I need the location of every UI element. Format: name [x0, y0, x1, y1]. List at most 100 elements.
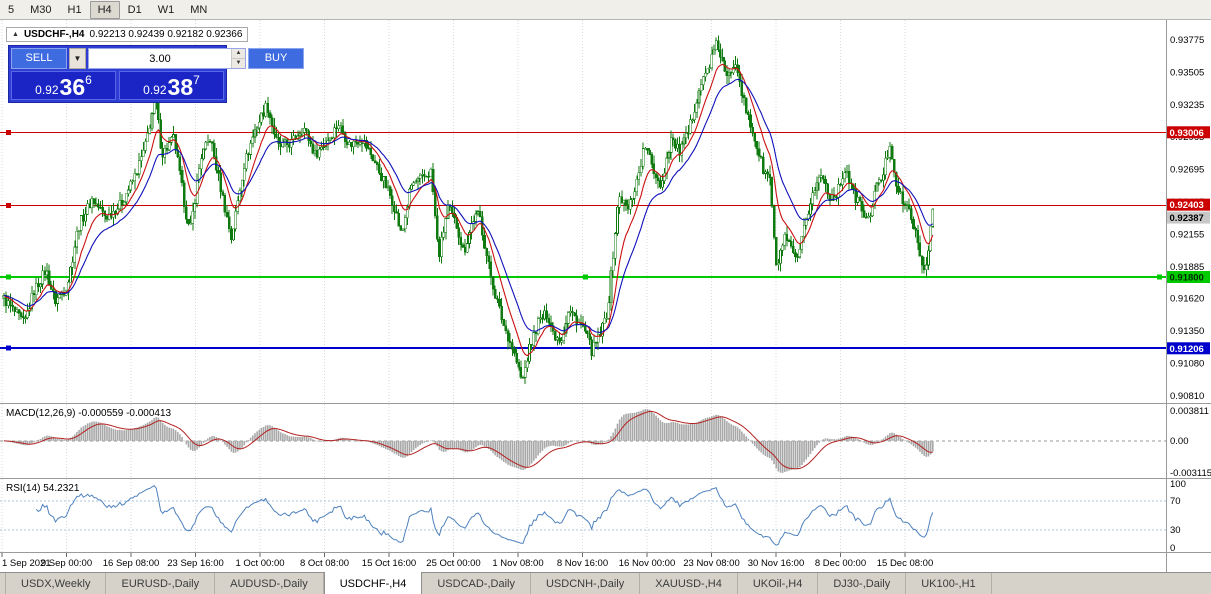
lot-increase-button[interactable]: ▲: [232, 49, 245, 58]
chart-tab-usdchf-h4[interactable]: USDCHF-,H4: [323, 572, 423, 594]
time-tick-label: 23 Sep 16:00: [167, 558, 224, 569]
price-axis[interactable]: 0.937750.935050.932350.929650.926950.924…: [1167, 35, 1210, 402]
price-badge-0.92387[interactable]: [1167, 211, 1210, 224]
hline-handle[interactable]: [6, 130, 11, 135]
timeframe-button-h1[interactable]: H1: [67, 3, 82, 16]
price-tick-label: 0.91080: [1170, 358, 1204, 369]
sell-button[interactable]: SELL: [11, 48, 67, 69]
sell-price-display[interactable]: 0.92 36 6: [11, 71, 116, 100]
price-tick-label: 0.93505: [1170, 67, 1204, 78]
time-tick-label: 8 Nov 16:00: [557, 558, 608, 569]
svg-text:0.92387: 0.92387: [1170, 213, 1204, 224]
buy-price-pips: 38: [167, 74, 194, 100]
hlines-layer[interactable]: [0, 130, 1166, 351]
hline-handle[interactable]: [1157, 274, 1162, 280]
time-tick-label: 1 Oct 00:00: [235, 558, 284, 569]
timeframe-toolbar: 5 M30 H1 H4 D1 W1 MN: [0, 0, 1211, 20]
rsi-pane: RSI(14) 54.2321 100 70 30 0: [0, 479, 1186, 554]
price-badge-0.92403[interactable]: [1167, 198, 1210, 211]
chart-tab-ukoil-h4[interactable]: UKOil-,H4: [738, 573, 819, 594]
hline-handle[interactable]: [6, 274, 11, 280]
sell-price-pips: 36: [59, 74, 86, 100]
chart-tab-eurusd-daily[interactable]: EURUSD-,Daily: [106, 573, 216, 594]
chart-tab-dj30-daily[interactable]: DJ30-,Daily: [818, 573, 907, 594]
chart-tab-usdcnh-daily[interactable]: USDCNH-,Daily: [531, 573, 641, 594]
lot-dropdown-button[interactable]: ▼: [69, 48, 86, 69]
price-badge-0.91800[interactable]: [1167, 271, 1210, 283]
macd-pane: MACD(12,26,9) -0.000559 -0.000413 0.00381…: [0, 406, 1211, 479]
svg-text:0.00: 0.00: [1170, 436, 1189, 447]
buy-price-prefix: 0.92: [143, 83, 167, 97]
chart-symbol-title: USDCHF-,H4: [23, 29, 85, 40]
lot-decrease-button[interactable]: ▼: [232, 58, 245, 68]
macd-indicator-label: MACD(12,26,9) -0.000559 -0.000413: [6, 408, 172, 419]
rsi-indicator-label: RSI(14) 54.2321: [6, 483, 80, 494]
hline-handle[interactable]: [583, 274, 588, 280]
chart-tab-xauusd-h4[interactable]: XAUUSD-,H4: [640, 573, 738, 594]
moving-average-10: [3, 63, 934, 357]
time-tick-label: 25 Oct 00:00: [426, 558, 480, 569]
price-tick-label: 0.93775: [1170, 35, 1204, 46]
chart-ohlc-values: 0.92213 0.92439 0.92182 0.92366: [89, 29, 243, 40]
lot-size-input[interactable]: [89, 49, 231, 68]
time-tick-label: 16 Sep 08:00: [103, 558, 160, 569]
svg-text:0: 0: [1170, 543, 1175, 554]
sell-price-point: 6: [85, 73, 92, 87]
chart-tab-bar: USDX,Weekly EURUSD-,Daily AUDUSD-,Daily USD…: [0, 572, 1211, 594]
chart-tab-audusd-daily[interactable]: AUDUSD-,Daily: [215, 573, 324, 594]
chart-canvas[interactable]: MACD(12,26,9) -0.000559 -0.000413 0.00381…: [0, 20, 1211, 572]
chevron-down-icon: ▼: [73, 54, 82, 63]
time-tick-label: 9 Sep 00:00: [41, 558, 92, 569]
chart-window: ▲ USDCHF-,H4 0.92213 0.92439 0.92182 0.9…: [0, 20, 1211, 572]
svg-text:30: 30: [1170, 525, 1181, 536]
price-tick-label: 0.92695: [1170, 165, 1204, 176]
svg-text:-0.003115: -0.003115: [1170, 468, 1211, 479]
price-badge-0.91206[interactable]: [1167, 342, 1210, 355]
collapse-panel-icon[interactable]: ▲: [12, 31, 19, 38]
chart-tab-usdx-weekly[interactable]: USDX,Weekly: [5, 573, 107, 594]
timeframe-button-5[interactable]: 5: [8, 3, 15, 16]
svg-text:100: 100: [1170, 479, 1186, 490]
hline-handle[interactable]: [6, 203, 11, 208]
time-tick-label: 15 Oct 16:00: [362, 558, 416, 569]
svg-text:0.003811: 0.003811: [1170, 406, 1209, 417]
timeframe-button-m30[interactable]: M30: [30, 3, 52, 16]
price-tick-label: 0.93235: [1170, 100, 1204, 111]
time-tick-label: 1 Sep 2021: [2, 558, 51, 569]
price-tick-label: 0.90810: [1170, 391, 1204, 402]
chart-tab-usdcad-daily[interactable]: USDCAD-,Daily: [422, 573, 531, 594]
price-badge-0.93006[interactable]: [1167, 126, 1210, 139]
buy-price-point: 7: [193, 73, 200, 87]
time-tick-label: 8 Dec 00:00: [815, 558, 866, 569]
time-tick-label: 16 Nov 00:00: [619, 558, 676, 569]
svg-text:0.91800: 0.91800: [1170, 273, 1204, 284]
moving-average-21: [3, 78, 934, 334]
one-click-trading-panel: SELL ▼ ▲ ▼ BUY 0.92366 0.92387: [8, 45, 304, 103]
timeframe-button-h4[interactable]: H4: [89, 0, 120, 19]
timeframe-button-mn[interactable]: MN: [190, 3, 208, 16]
timeframe-button-w1[interactable]: W1: [157, 3, 175, 16]
svg-text:0.92403: 0.92403: [1170, 200, 1204, 211]
svg-text:0.91206: 0.91206: [1170, 344, 1204, 355]
time-tick-label: 15 Dec 08:00: [877, 558, 934, 569]
chart-tab-uk100-h1[interactable]: UK100-,H1: [906, 573, 992, 594]
sell-price-prefix: 0.92: [35, 83, 59, 97]
svg-text:0.93006: 0.93006: [1170, 128, 1204, 139]
time-tick-label: 8 Oct 08:00: [300, 558, 349, 569]
timeframe-button-d1[interactable]: D1: [127, 3, 142, 16]
rsi-line: [35, 485, 934, 546]
price-tick-label: 0.92155: [1170, 229, 1204, 240]
lot-stepper: ▲ ▼: [231, 49, 245, 68]
macd-signal-line: [3, 410, 933, 470]
chart-title-box: ▲ USDCHF-,H4 0.92213 0.92439 0.92182 0.9…: [6, 27, 249, 42]
hline-handle[interactable]: [6, 345, 11, 351]
time-tick-label: 23 Nov 08:00: [683, 558, 740, 569]
time-tick-label: 1 Nov 08:00: [492, 558, 543, 569]
buy-price-display[interactable]: 0.92 38 7: [119, 71, 224, 100]
svg-text:70: 70: [1170, 496, 1181, 507]
price-tick-label: 0.91620: [1170, 294, 1204, 305]
price-tick-label: 0.91885: [1170, 262, 1204, 273]
pane-separators: [0, 20, 1211, 572]
buy-button[interactable]: BUY: [248, 48, 304, 69]
